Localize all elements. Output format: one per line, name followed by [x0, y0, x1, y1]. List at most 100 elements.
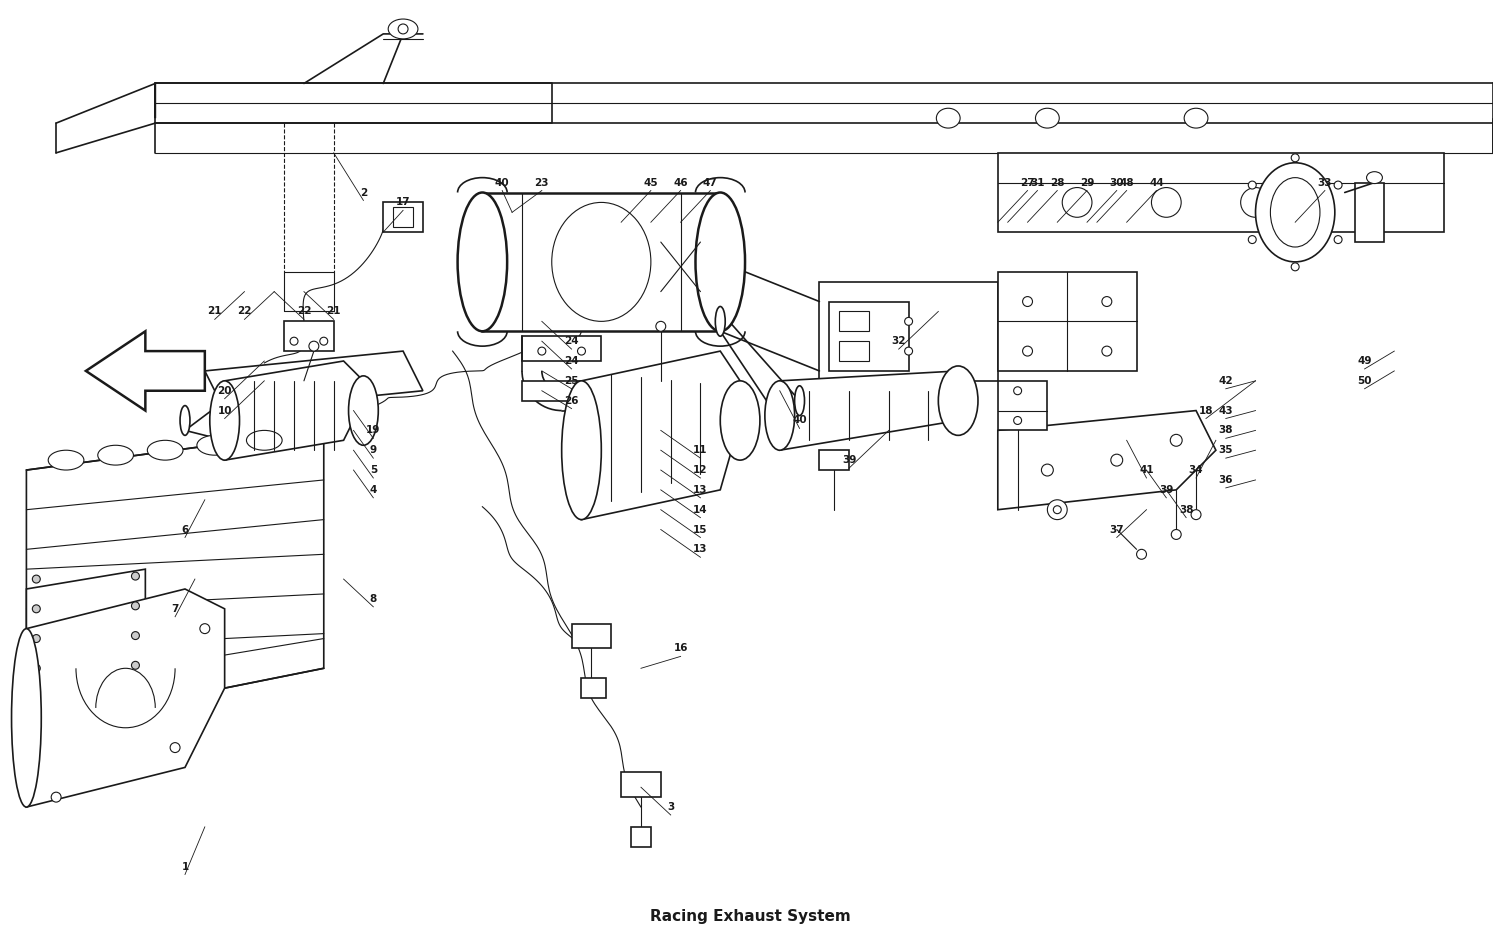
Ellipse shape [1240, 187, 1270, 218]
Ellipse shape [48, 450, 84, 470]
Text: 41: 41 [1138, 466, 1154, 475]
Polygon shape [206, 352, 423, 410]
Text: 22: 22 [237, 307, 252, 316]
Bar [393, 207, 412, 227]
Text: 32: 32 [891, 336, 906, 346]
Text: 9: 9 [370, 446, 376, 455]
Bar [621, 772, 662, 797]
Ellipse shape [1112, 454, 1122, 466]
Text: 12: 12 [693, 466, 708, 475]
Ellipse shape [1334, 236, 1342, 243]
Ellipse shape [246, 430, 282, 450]
Bar [582, 678, 606, 698]
Text: 43: 43 [1218, 406, 1233, 415]
Text: 45: 45 [644, 178, 658, 187]
Ellipse shape [348, 376, 378, 446]
Ellipse shape [1102, 346, 1112, 356]
Text: 38: 38 [1218, 426, 1233, 435]
Text: 21: 21 [207, 307, 222, 316]
Text: 49: 49 [1358, 356, 1372, 366]
Ellipse shape [1184, 108, 1208, 128]
Text: 13: 13 [693, 544, 708, 555]
Text: 50: 50 [1358, 376, 1372, 386]
Polygon shape [27, 569, 146, 688]
Ellipse shape [578, 347, 585, 355]
Text: 25: 25 [564, 376, 579, 386]
Text: 31: 31 [1030, 178, 1044, 187]
Ellipse shape [936, 108, 960, 128]
Text: 44: 44 [1149, 178, 1164, 187]
Bar [998, 153, 1444, 232]
Ellipse shape [1014, 416, 1022, 425]
Polygon shape [225, 361, 363, 460]
Text: 13: 13 [693, 484, 708, 495]
Text: 47: 47 [704, 178, 717, 187]
Text: 16: 16 [674, 643, 688, 654]
Text: 11: 11 [693, 446, 708, 455]
Ellipse shape [458, 193, 507, 332]
Text: 22: 22 [297, 307, 310, 316]
Text: 28: 28 [1050, 178, 1065, 187]
Polygon shape [819, 282, 998, 381]
Ellipse shape [795, 386, 804, 415]
Text: 5: 5 [369, 466, 376, 475]
Ellipse shape [33, 635, 40, 642]
Ellipse shape [196, 435, 232, 455]
Ellipse shape [716, 307, 724, 336]
Ellipse shape [1256, 162, 1335, 262]
Text: 20: 20 [217, 386, 232, 396]
Bar [839, 312, 868, 332]
Text: 26: 26 [564, 395, 579, 406]
Ellipse shape [132, 632, 140, 639]
Text: 24: 24 [564, 336, 579, 346]
Ellipse shape [1023, 346, 1032, 356]
Ellipse shape [147, 440, 183, 460]
Ellipse shape [210, 381, 240, 460]
Text: 2: 2 [360, 187, 368, 198]
Bar [819, 450, 849, 470]
Ellipse shape [696, 193, 746, 332]
Ellipse shape [12, 629, 42, 807]
Ellipse shape [51, 792, 62, 802]
Text: 21: 21 [327, 307, 340, 316]
Ellipse shape [656, 321, 666, 332]
Polygon shape [998, 410, 1216, 510]
Text: 35: 35 [1218, 446, 1233, 455]
Ellipse shape [33, 575, 40, 583]
Ellipse shape [309, 341, 320, 352]
Polygon shape [582, 352, 740, 520]
Bar [998, 381, 1047, 430]
Bar [839, 341, 868, 361]
Ellipse shape [132, 661, 140, 670]
Ellipse shape [388, 19, 418, 39]
Text: 40: 40 [792, 415, 807, 426]
Polygon shape [27, 589, 225, 808]
Text: 46: 46 [674, 178, 688, 187]
Ellipse shape [939, 366, 978, 435]
Ellipse shape [1191, 510, 1202, 520]
Bar [382, 202, 423, 232]
Polygon shape [86, 332, 206, 410]
Text: 1: 1 [182, 862, 189, 871]
Ellipse shape [1014, 387, 1022, 394]
Bar [830, 301, 909, 370]
Ellipse shape [1334, 181, 1342, 189]
Ellipse shape [170, 743, 180, 752]
Text: 29: 29 [1080, 178, 1094, 187]
Bar [632, 826, 651, 846]
Text: 39: 39 [842, 455, 856, 465]
Bar [522, 336, 602, 361]
Bar [1354, 182, 1384, 242]
Ellipse shape [1248, 236, 1256, 243]
Text: 36: 36 [1218, 475, 1233, 484]
Text: 18: 18 [1198, 406, 1214, 415]
Text: 14: 14 [693, 504, 708, 515]
Text: 4: 4 [369, 484, 376, 495]
Ellipse shape [1102, 296, 1112, 307]
Ellipse shape [904, 347, 912, 355]
Text: 24: 24 [564, 356, 579, 366]
Ellipse shape [180, 406, 190, 435]
Ellipse shape [1366, 172, 1383, 183]
Text: 19: 19 [366, 426, 381, 435]
Text: 8: 8 [369, 594, 376, 604]
